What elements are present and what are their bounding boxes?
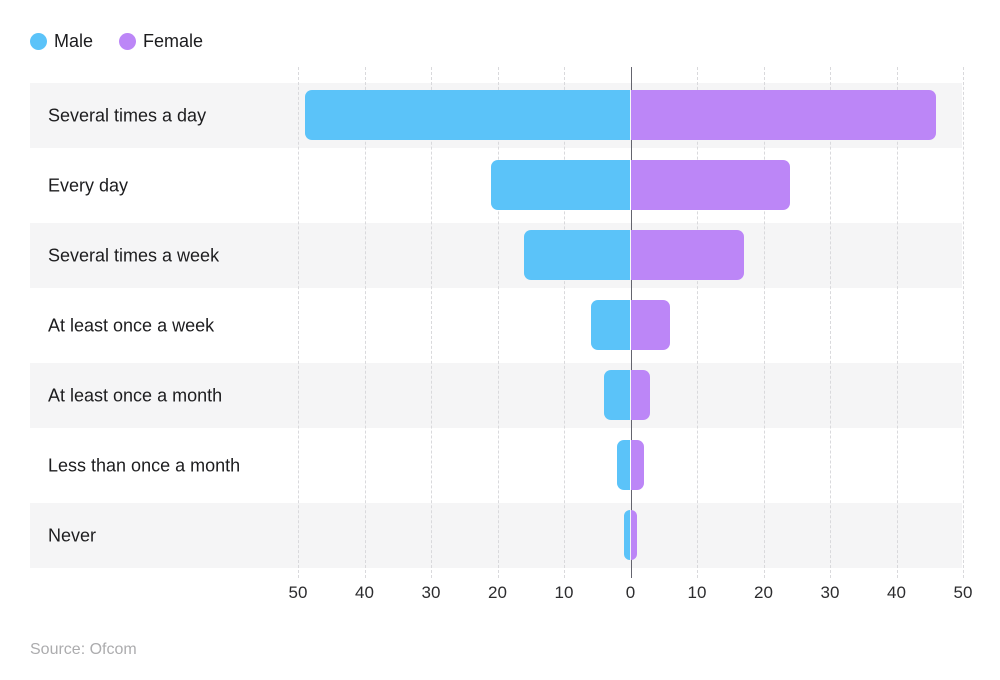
source-caption: Source: Ofcom	[30, 641, 137, 658]
bar-female	[630, 230, 744, 280]
x-axis-tick-label: 20	[488, 583, 507, 602]
x-axis-tick-label: 50	[288, 583, 308, 602]
legend: Male Female	[30, 31, 203, 52]
chart-row: Several times a day	[30, 83, 962, 148]
chart-row: Never	[30, 503, 962, 568]
x-axis-tick-label: 50	[953, 583, 973, 602]
bar-female	[630, 440, 644, 490]
bar-male	[490, 160, 631, 210]
bar-female	[630, 370, 651, 420]
male-legend-dot-icon	[30, 33, 47, 50]
female-legend-dot-icon	[119, 33, 137, 50]
legend-item-male: Male	[30, 31, 93, 52]
x-axis-tick-label: 30	[820, 583, 840, 602]
x-axis-tick-label: 10	[554, 583, 574, 602]
x-axis-tick-label: 30	[421, 583, 441, 602]
category-label: Less than once a month	[48, 455, 241, 475]
bar-female	[630, 510, 638, 560]
x-axis-tick-label: 40	[887, 583, 906, 602]
bar-male	[304, 90, 631, 140]
chart-row: Less than once a month	[30, 433, 962, 498]
legend-label-male: Male	[54, 31, 94, 51]
chart-row: Every day	[30, 153, 962, 218]
bar-male	[623, 510, 631, 560]
legend-label-female: Female	[143, 31, 204, 51]
bar-male	[524, 230, 631, 280]
category-label: At least once a week	[48, 315, 215, 335]
category-label: Every day	[48, 175, 129, 195]
category-label: Several times a week	[48, 245, 220, 265]
gridline	[963, 67, 964, 578]
chart-row: At least once a month	[30, 363, 962, 428]
chart-area: Several times a day Every day Several time…	[30, 67, 975, 602]
chart-row: Several times a week	[30, 223, 962, 288]
bar-female	[630, 160, 791, 210]
x-axis-tick-label: 40	[355, 583, 374, 602]
chart-rows: Several times a day Every day Several time…	[30, 83, 962, 573]
bar-female	[630, 90, 937, 140]
legend-item-female: Female	[119, 31, 203, 52]
category-label: At least once a month	[48, 385, 223, 405]
bar-male	[603, 370, 631, 420]
x-axis-tick-label: 20	[754, 583, 773, 602]
x-axis: 50 40 30 20 10 0 10 20 30 40 50	[30, 583, 973, 607]
bar-male	[590, 300, 631, 350]
chart-row: At least once a week	[30, 293, 962, 358]
category-label: Several times a day	[48, 105, 207, 125]
x-axis-tick-label: 0	[625, 583, 636, 602]
bar-male	[617, 440, 631, 490]
x-axis-tick-label: 10	[687, 583, 707, 602]
bar-female	[630, 300, 671, 350]
category-label: Never	[48, 525, 97, 545]
